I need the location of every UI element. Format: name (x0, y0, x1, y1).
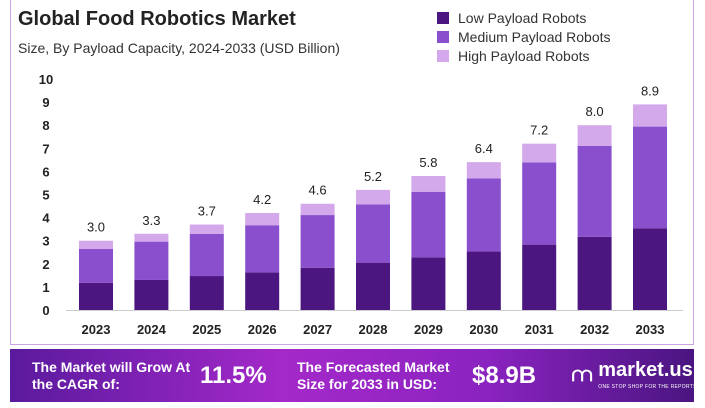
brand-name: market.us (598, 359, 693, 381)
legend-label: High Payload Robots (458, 47, 590, 64)
brand-logo: ⩋ market.us ONE STOP SHOP FOR THE REPORT… (572, 358, 697, 391)
total-label: 5.8 (419, 155, 437, 170)
bar-segment (577, 236, 612, 310)
bar-segment (466, 162, 501, 179)
bar-segment (189, 276, 224, 310)
bar-segment (245, 272, 280, 310)
bar-segment (189, 224, 224, 235)
bar-segment (466, 178, 501, 252)
x-tick-label: 2027 (303, 322, 332, 337)
total-label: 7.2 (530, 123, 548, 138)
cagr-value: 11.5% (200, 362, 267, 389)
bar-segment (522, 162, 557, 245)
y-tick-label: 5 (42, 188, 49, 203)
bar-segment (411, 176, 446, 192)
x-tick-label: 2024 (137, 322, 167, 337)
bar-segment (411, 191, 446, 258)
bar-segment (134, 241, 169, 280)
bar-segment (79, 249, 113, 283)
bar-segment (522, 244, 557, 310)
bar-segment (245, 225, 280, 273)
total-label: 3.3 (142, 213, 160, 228)
legend-item-high: High Payload Robots (437, 46, 611, 65)
x-tick-label: 2031 (525, 322, 554, 337)
total-label: 3.0 (87, 220, 105, 235)
bar-segment (633, 104, 667, 127)
total-label: 4.2 (253, 192, 271, 207)
y-tick-label: 1 (42, 280, 49, 295)
y-tick-label: 0 (42, 303, 49, 318)
x-tick-label: 2026 (248, 322, 277, 337)
total-label: 6.4 (475, 141, 493, 156)
bar-segment (134, 279, 169, 310)
y-tick-label: 7 (42, 141, 49, 156)
chart-subtitle: Size, By Payload Capacity, 2024-2033 (US… (18, 40, 340, 56)
bar-segment (522, 143, 557, 163)
y-tick-label: 8 (42, 118, 49, 133)
chart-title: Global Food Robotics Market (18, 8, 296, 30)
total-label: 4.6 (309, 183, 327, 198)
bar-segment (79, 240, 113, 250)
total-label: 8.0 (586, 104, 604, 119)
x-tick-label: 2023 (82, 322, 111, 337)
bar-segment (300, 267, 335, 310)
bar-segment (189, 234, 224, 277)
x-tick-label: 2028 (359, 322, 388, 337)
x-tick-label: 2032 (580, 322, 609, 337)
chart-frame (10, 0, 694, 345)
legend: Low Payload Robots Medium Payload Robots… (437, 8, 611, 65)
bar-segment (577, 125, 612, 146)
legend-item-medium: Medium Payload Robots (437, 27, 611, 46)
x-tick-label: 2033 (636, 322, 665, 337)
bar-segment (633, 228, 667, 310)
bar-segment (300, 203, 335, 216)
bar-segment (577, 145, 612, 237)
legend-swatch (437, 49, 449, 62)
total-label: 8.9 (641, 83, 659, 98)
legend-item-low: Low Payload Robots (437, 8, 611, 27)
y-tick-label: 10 (39, 72, 53, 87)
forecast-label: The Forecasted Market Size for 2033 in U… (297, 359, 450, 392)
chart-plot: 0 1 2 3 4 5 6 7 8 9 10 3.0 2023 3.3 2024 3.7 2025 4.2 2026… (39, 72, 683, 337)
y-tick-label: 2 (42, 257, 49, 272)
bar-segment (356, 262, 390, 310)
y-tick-label: 6 (42, 164, 49, 179)
y-tick-label: 9 (42, 95, 49, 110)
x-tick-label: 2030 (469, 322, 498, 337)
bar-segment (245, 212, 280, 226)
total-label: 5.2 (364, 169, 382, 184)
legend-swatch (437, 30, 449, 43)
summary-banner: The Market will Grow At the CAGR of: 11.… (10, 349, 697, 402)
bar-segment (633, 126, 667, 229)
legend-swatch (437, 11, 449, 24)
bar-segment (356, 204, 390, 263)
legend-label: Medium Payload Robots (458, 28, 611, 45)
bar-segment (411, 257, 446, 310)
bar-segment (134, 233, 169, 242)
cagr-label: The Market will Grow At the CAGR of: (32, 359, 191, 392)
total-label: 3.7 (198, 204, 216, 219)
x-tick-label: 2029 (414, 322, 443, 337)
bar-segment (356, 189, 390, 205)
bar-segment (79, 282, 113, 310)
y-tick-label: 4 (42, 211, 50, 226)
bar-segment (300, 215, 335, 268)
logo-icon: ⩋ (572, 363, 593, 386)
forecast-value: $8.9B (472, 362, 537, 389)
y-tick-label: 3 (42, 234, 49, 249)
legend-label: Low Payload Robots (458, 9, 587, 26)
bar-segment (466, 251, 501, 310)
x-tick-label: 2025 (192, 322, 221, 337)
brand-tagline: ONE STOP SHOP FOR THE REPORTS (598, 384, 697, 390)
